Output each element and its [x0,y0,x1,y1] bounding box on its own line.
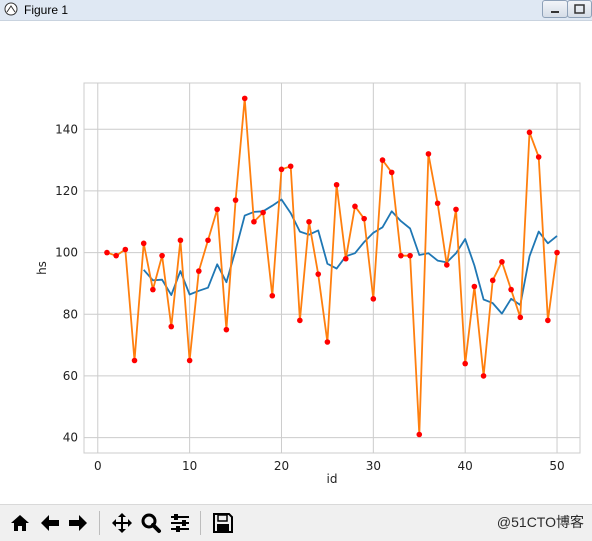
data-point [214,206,220,213]
maximize-button[interactable] [567,0,592,18]
data-point [122,246,129,253]
chart: 0 10 20 30 40 50 40 60 80 100 120 140 id hs [35,82,581,486]
subplots-config-button[interactable] [168,511,192,535]
data-point [150,286,156,293]
data-point [223,326,230,333]
data-point [168,323,175,330]
data-point [425,151,432,157]
minimize-button[interactable] [542,0,568,18]
data-point [526,129,533,136]
maximize-icon [574,4,585,14]
data-point [333,181,340,188]
figure-canvas[interactable]: 0 10 20 30 40 50 40 60 80 100 120 140 id hs [0,21,592,504]
data-point [489,277,496,284]
back-arrow-icon [41,515,59,531]
minimize-icon [551,11,559,13]
data-point [370,296,377,302]
window-title: Figure 1 [24,3,69,17]
data-point [471,283,478,290]
data-point [508,286,514,293]
data-point [232,197,239,203]
data-point [324,339,331,345]
data-point [416,431,423,438]
data-point [499,259,505,265]
zoom-button[interactable] [139,511,163,535]
y-tick-label: 140 [55,122,78,136]
data-point [269,292,276,299]
y-axis-label: hs [35,261,49,275]
data-point [379,157,386,163]
home-button[interactable] [8,511,32,535]
data-point [342,255,349,262]
data-point [278,166,285,173]
data-point [462,360,468,367]
pan-icon [112,513,132,533]
x-tick-label: 20 [274,459,289,473]
series-line-hs [106,97,558,436]
data-point [352,203,358,210]
x-tick-label: 0 [94,459,102,473]
series-markers [104,95,560,438]
window-titlebar: Figure 1 [0,0,592,21]
y-tick-label: 40 [63,431,78,445]
save-button[interactable] [211,511,235,535]
x-tick-label: 50 [549,459,564,473]
subplots-config-icon [171,514,189,532]
data-point [251,218,257,225]
x-tick-label: 10 [182,459,197,473]
data-point [554,249,560,256]
data-point [407,252,413,259]
data-point [480,373,487,379]
data-point [297,317,303,324]
toolbar-separator [99,511,100,535]
app-icon [4,2,18,16]
data-point [131,357,138,364]
data-point [434,200,441,207]
data-point [444,262,450,268]
data-point [287,163,294,170]
data-point [113,252,119,259]
x-axis-label: id [327,472,338,486]
data-point [241,95,248,102]
data-point [453,206,459,213]
watermark: @51CTO博客 [496,514,584,530]
data-point [361,215,367,222]
forward-button[interactable] [66,511,90,535]
save-icon [213,513,233,533]
toolbar-separator [200,511,201,535]
data-point [196,268,202,274]
data-point [159,252,165,259]
x-tick-label: 30 [366,459,381,473]
data-point [140,240,147,247]
series-line-mean [143,198,558,315]
zoom-icon [141,513,161,533]
pan-button[interactable] [110,511,134,535]
y-tick-label: 120 [55,184,78,198]
back-button[interactable] [38,511,62,535]
data-point [388,169,395,176]
data-point [545,317,551,324]
forward-arrow-icon [69,515,87,531]
tick-labels: 0 10 20 30 40 50 40 60 80 100 120 140 [55,122,565,473]
data-point [398,252,404,259]
home-icon [11,515,29,531]
data-point [260,209,266,216]
y-tick-label: 80 [63,307,78,321]
y-tick-label: 100 [55,246,78,260]
navigation-toolbar: @51CTO博客 [0,504,592,541]
data-point [104,249,110,256]
data-point [315,271,322,277]
data-point [517,314,524,321]
x-tick-label: 40 [458,459,473,473]
data-point [306,218,312,225]
y-tick-label: 60 [63,369,78,383]
data-point [177,237,184,244]
data-point [535,154,542,160]
data-point [205,237,211,244]
data-point [186,357,193,364]
series-lines [106,97,558,436]
